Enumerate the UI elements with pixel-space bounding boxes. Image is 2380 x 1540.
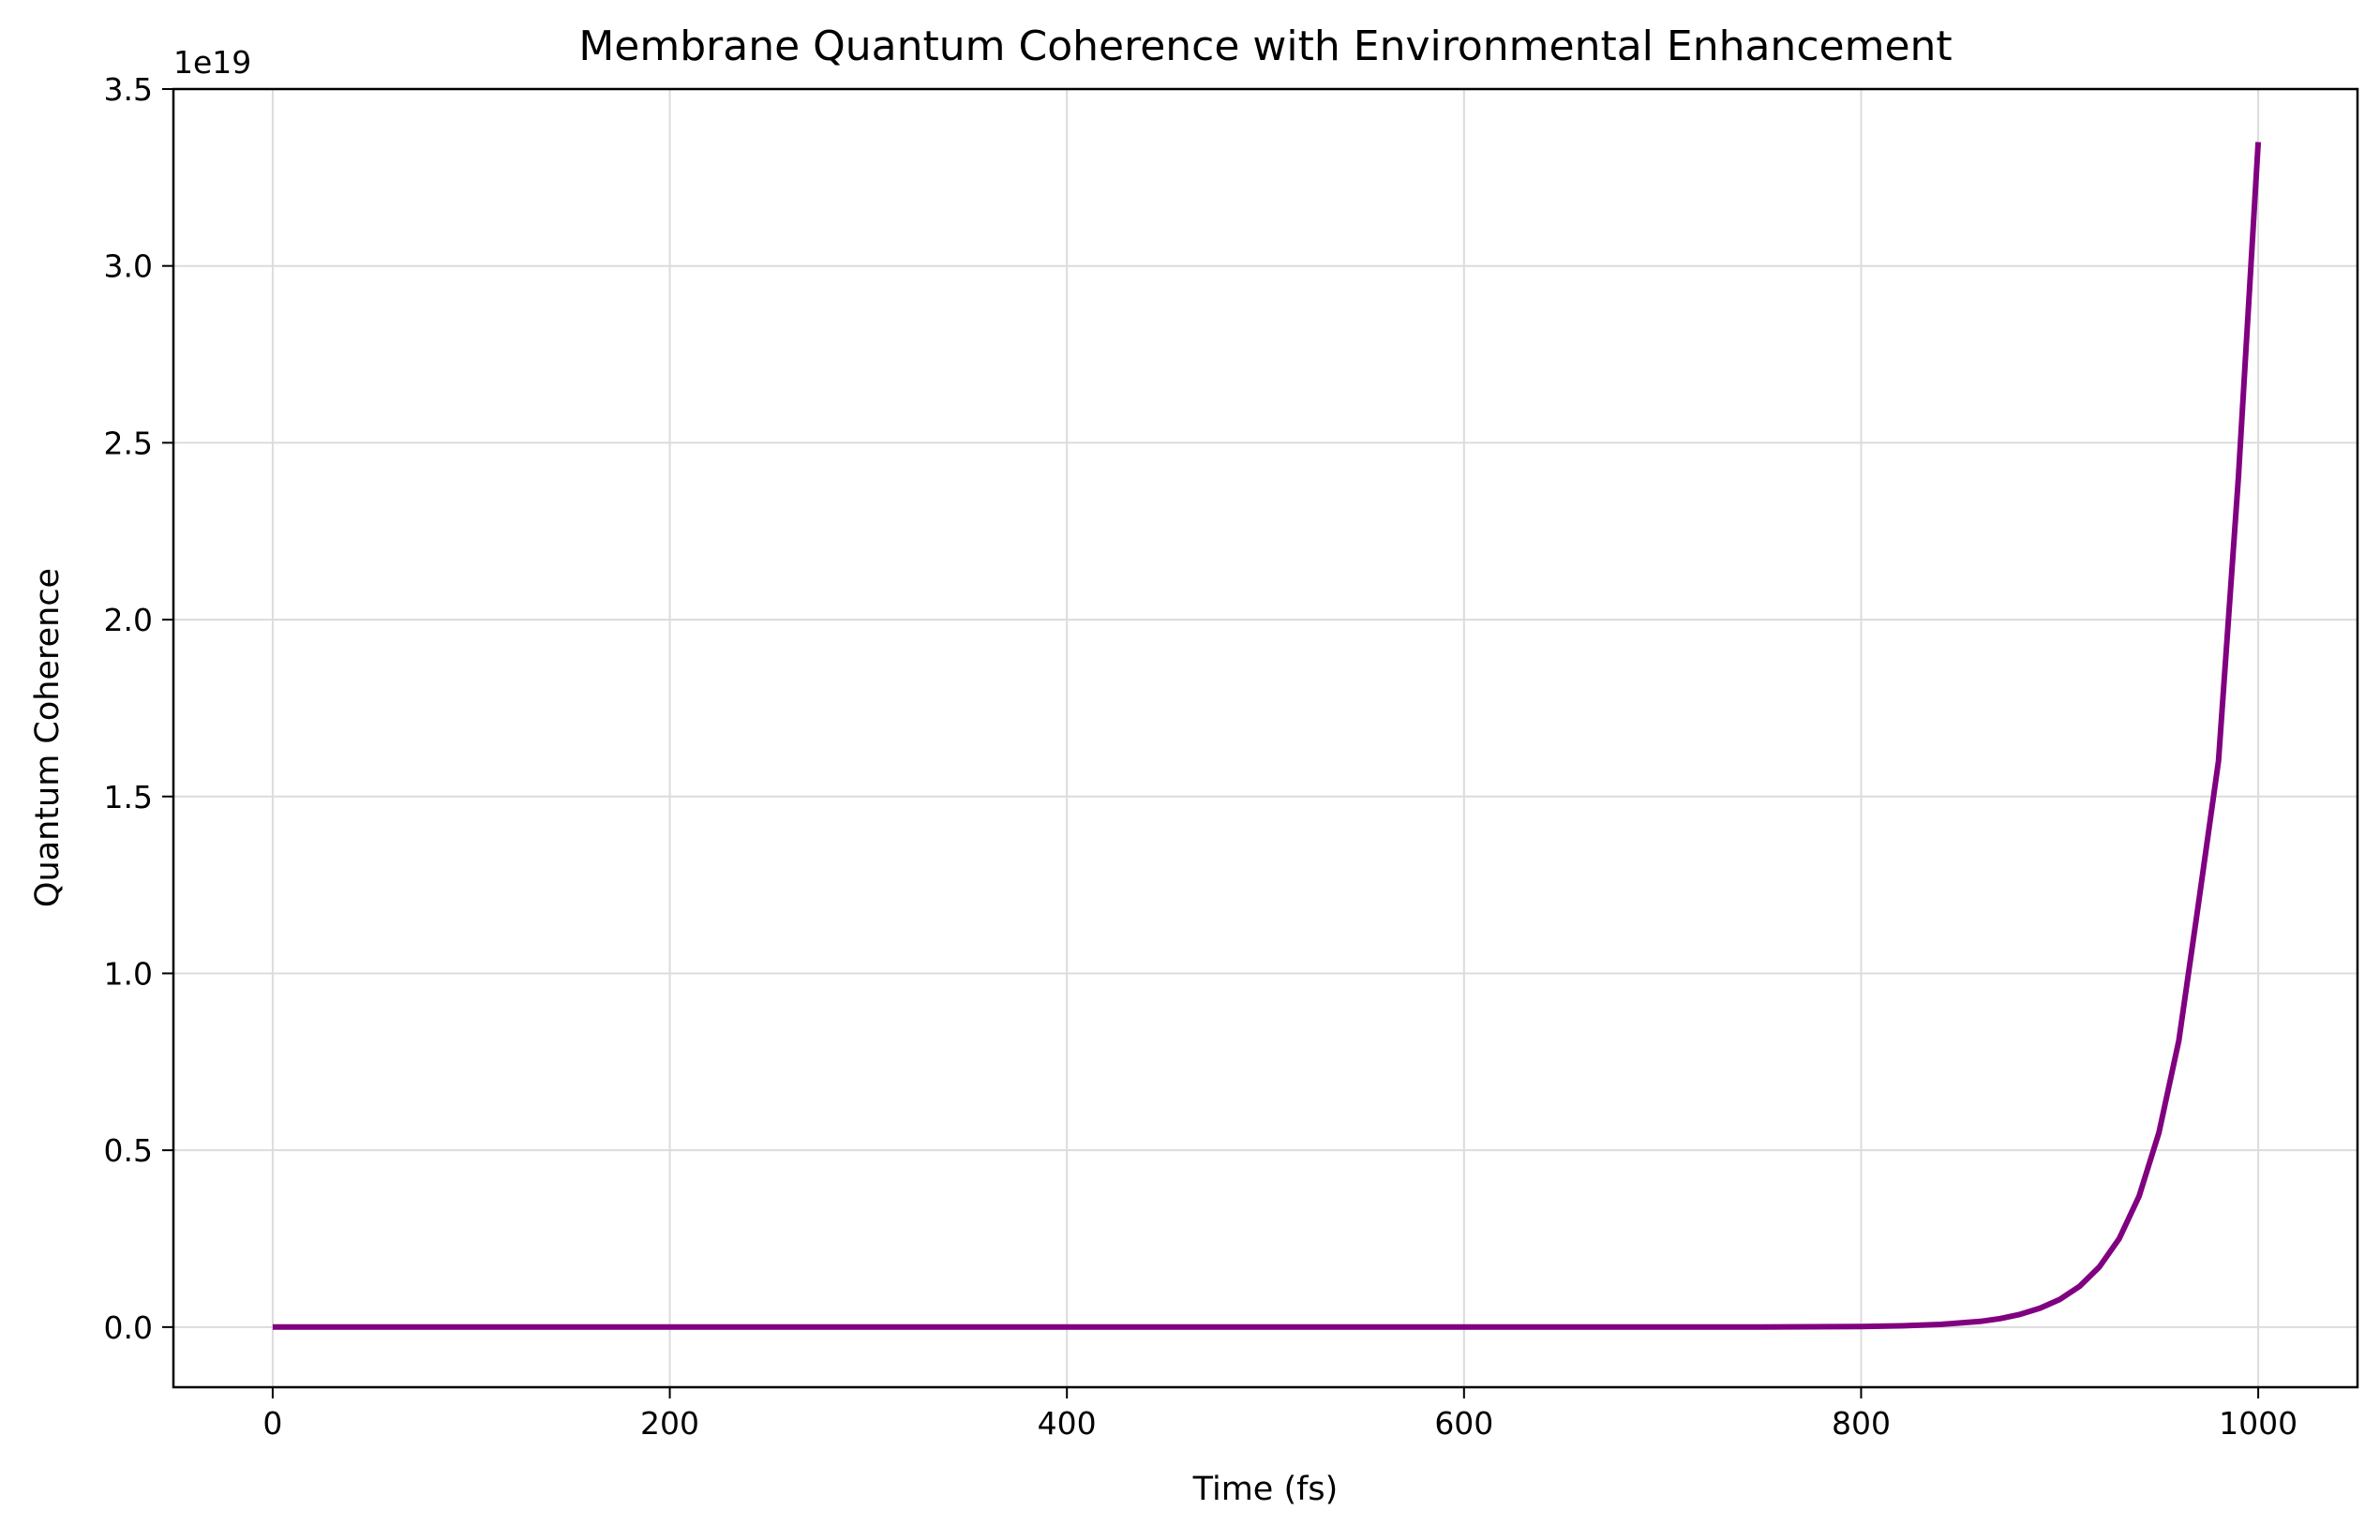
- x-axis-label: Time (fs): [1192, 1471, 1339, 1508]
- x-tick-label: 0: [262, 1405, 282, 1442]
- y-tick-label: 0.5: [104, 1132, 153, 1169]
- x-tick-label: 200: [640, 1405, 699, 1442]
- series-layer: [272, 142, 2262, 1330]
- y-tick-label: 2.5: [104, 425, 153, 461]
- y-tick-label: 3.5: [104, 71, 153, 108]
- y-tick-label: 1.5: [104, 779, 153, 815]
- y-offset-label: 1e19: [173, 44, 251, 81]
- y-axis-label: Quantum Coherence: [29, 568, 67, 907]
- plot-frame: [172, 87, 2359, 1389]
- x-tick-label: 1000: [2219, 1405, 2298, 1442]
- y-tick-label: 0.0: [104, 1309, 153, 1346]
- x-tick-label: 600: [1434, 1405, 1493, 1442]
- y-axis: 0.0 0.5 1.0 1.5 2.0 2.5 3.0 3.5: [104, 71, 173, 1346]
- x-axis: 0 200 400 600 800 1000: [262, 1387, 2298, 1442]
- chart-title: Membrane Quantum Coherence with Environm…: [578, 22, 1952, 70]
- y-tick-label: 1.0: [104, 955, 153, 992]
- y-tick-label: 3.0: [104, 248, 153, 285]
- x-tick-label: 800: [1832, 1405, 1891, 1442]
- x-tick-label: 400: [1038, 1405, 1097, 1442]
- series-line: [272, 142, 2262, 1330]
- y-tick-label: 2.0: [104, 602, 153, 638]
